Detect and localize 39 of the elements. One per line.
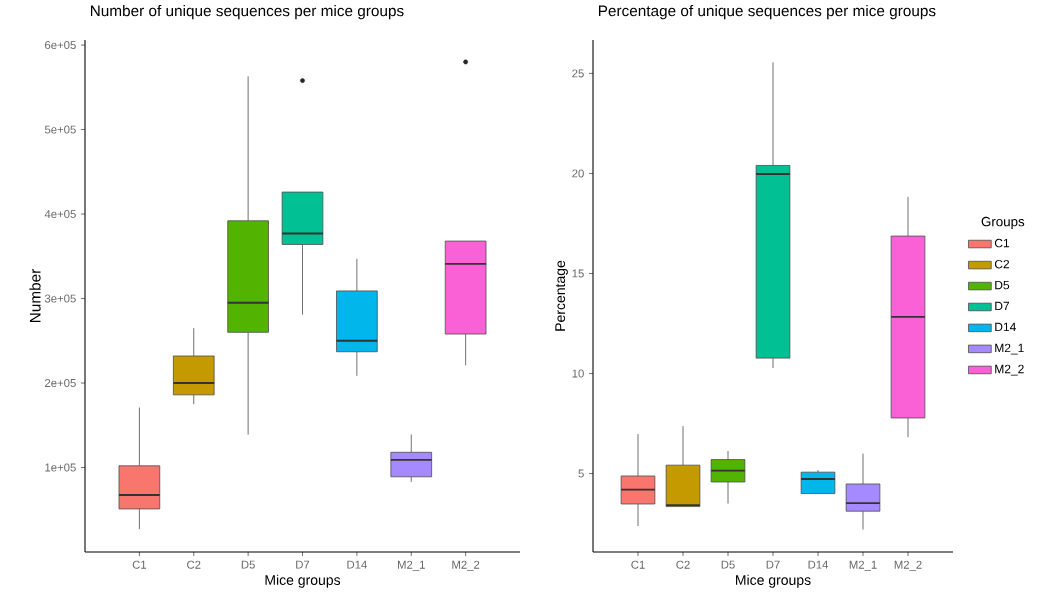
y-tick-label: 2e+05 (45, 379, 76, 388)
x-axis-title: Mice groups (736, 574, 811, 588)
y-tick-label: 5 (578, 469, 584, 478)
y-tick-label: 6e+05 (45, 41, 76, 50)
x-tick-label: D5 (721, 560, 735, 569)
x-tick-label: M2_2 (894, 560, 922, 571)
y-axis-title: Number (29, 268, 41, 323)
x-tick-label: M2_2 (452, 560, 480, 571)
y-tick-label: 20 (572, 169, 584, 178)
legend-label: D5 (995, 280, 1010, 290)
y-tick-label: 5e+05 (44, 125, 76, 134)
x-tick-label: C1 (631, 560, 645, 569)
y-tick-label: 15 (572, 269, 584, 278)
legend-title: Groups (981, 216, 1025, 229)
legend-label: M2_1 (995, 343, 1024, 355)
x-tick-label: D7 (766, 560, 780, 569)
y-tick-label: 4e+05 (44, 210, 76, 219)
chart-title: Number of unique sequences per mice groups (90, 4, 404, 20)
legend-label: D14 (995, 322, 1016, 332)
legend-label: M2_2 (995, 364, 1024, 376)
legend-label: C2 (994, 259, 1010, 269)
x-tick-label: M2_1 (398, 560, 425, 571)
chart-title: Percentage of unique sequences per mice groups (598, 5, 936, 20)
x-axis-title: Mice groups (265, 574, 341, 588)
x-tick-label: D14 (347, 560, 367, 569)
legend-label: D7 (995, 301, 1010, 311)
y-axis-title: Percentage (555, 260, 568, 331)
y-tick-label: 25 (572, 69, 584, 78)
y-tick-label: 1e+05 (45, 463, 76, 472)
x-tick-label: D7 (296, 560, 310, 569)
y-tick-label: 3e+05 (44, 294, 76, 303)
x-tick-label: D5 (241, 560, 255, 569)
x-tick-label: C2 (187, 560, 201, 569)
y-tick-label: 10 (572, 369, 584, 378)
x-tick-label: D14 (808, 560, 829, 569)
x-tick-label: C2 (676, 560, 690, 569)
x-tick-label: M2_1 (849, 560, 877, 571)
legend-label: C1 (994, 238, 1010, 248)
x-tick-label: C1 (132, 560, 147, 569)
